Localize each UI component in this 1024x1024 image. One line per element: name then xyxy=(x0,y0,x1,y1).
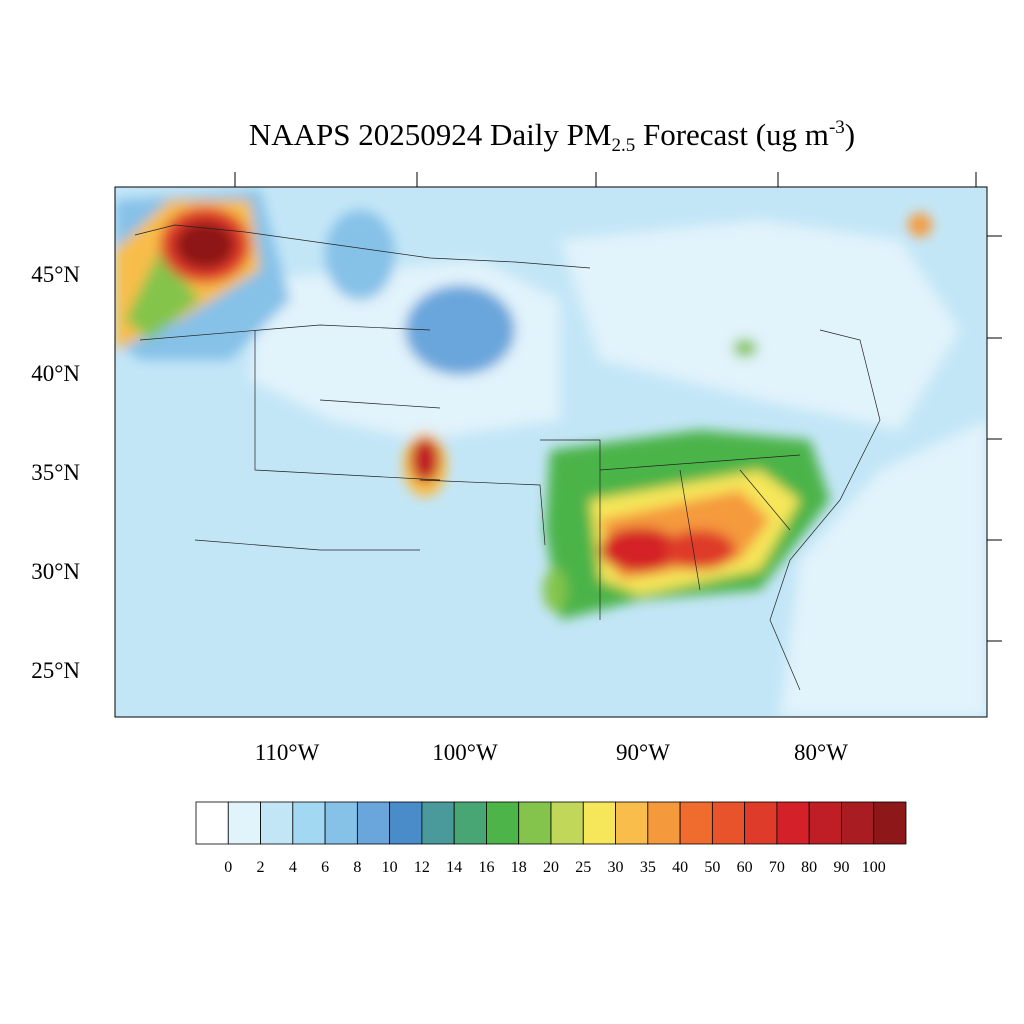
colorbar-label: 18 xyxy=(511,859,527,876)
title-part: ) xyxy=(845,117,855,152)
colorbar-swatch xyxy=(518,801,552,845)
lat-label: 25°N xyxy=(31,658,80,683)
colorbar-label: 0 xyxy=(224,859,232,876)
colorbar-swatch xyxy=(486,801,520,845)
colorbar-swatch xyxy=(873,801,907,845)
colorbar-swatch xyxy=(615,801,649,845)
colorbar-label: 35 xyxy=(640,859,656,876)
map-title: NAAPS 20250924 Daily PM2.5 Forecast (ug … xyxy=(249,117,855,156)
colorbar-label: 20 xyxy=(543,859,559,876)
colorbar-swatch xyxy=(711,801,746,845)
colorbar-swatch xyxy=(260,801,294,845)
colorbar-label: 16 xyxy=(478,859,494,876)
colorbar-swatch xyxy=(582,801,616,845)
lon-label: 110°W xyxy=(255,740,320,765)
colorbar-swatch xyxy=(550,801,584,845)
colorbar-label: 70 xyxy=(769,859,785,876)
title-part: NAAPS 20250924 Daily PM xyxy=(249,117,612,152)
lon-label: 80°W xyxy=(794,740,848,765)
colorbar-swatch xyxy=(195,801,229,845)
colorbar-label: 12 xyxy=(414,859,430,876)
lon-label: 100°W xyxy=(432,740,498,765)
colorbar-swatch xyxy=(841,801,875,845)
colorbar-label: 30 xyxy=(608,859,624,876)
colorbar-label: 6 xyxy=(321,859,329,876)
colorbar-swatch xyxy=(744,801,778,845)
map-frame xyxy=(114,186,988,718)
lat-label: 35°N xyxy=(31,460,80,485)
colorbar-swatch xyxy=(647,801,681,845)
colorbar-label: 100 xyxy=(862,859,886,876)
colorbar-label: 60 xyxy=(737,859,753,876)
colorbar-swatch xyxy=(776,801,810,845)
colorbar-swatch xyxy=(389,801,423,845)
colorbar-label: 14 xyxy=(446,859,462,876)
frame-ticks xyxy=(234,172,1002,642)
colorbar-label: 80 xyxy=(801,859,817,876)
colorbar-label: 50 xyxy=(704,859,720,876)
colorbar-label: 2 xyxy=(257,859,265,876)
title-subscript: 2.5 xyxy=(611,135,635,156)
colorbar-label: 4 xyxy=(289,859,297,876)
colorbar-swatch xyxy=(679,801,713,845)
colorbar-swatch xyxy=(453,801,487,845)
lat-label: 45°N xyxy=(31,262,80,287)
colorbar-swatch xyxy=(324,801,358,845)
colorbar-label: 8 xyxy=(353,859,361,876)
colorbar: 0 2 4 6 8 10 12 14 16 18 20 25 30 35 40 50 60 70 80 90 100 xyxy=(195,801,907,876)
colorbar-swatch xyxy=(808,801,842,845)
colorbar-swatch xyxy=(356,801,391,845)
colorbar-swatch xyxy=(421,801,455,845)
lon-label: 90°W xyxy=(616,740,670,765)
colorbar-swatch xyxy=(292,801,326,845)
colorbar-swatch xyxy=(227,801,261,845)
title-part: Forecast (ug m xyxy=(635,117,829,152)
title-superscript: -3 xyxy=(829,117,845,138)
axis-labels: 45°N 40°N 35°N 30°N 25°N 110°W 100°W 90°W 80°W xyxy=(31,262,848,765)
colorbar-label: 90 xyxy=(833,859,849,876)
colorbar-label: 40 xyxy=(672,859,688,876)
lat-label: 30°N xyxy=(31,559,80,584)
colorbar-label: 10 xyxy=(382,859,398,876)
map-field xyxy=(115,187,987,717)
colorbar-label: 25 xyxy=(575,859,591,876)
lat-label: 40°N xyxy=(31,361,80,386)
